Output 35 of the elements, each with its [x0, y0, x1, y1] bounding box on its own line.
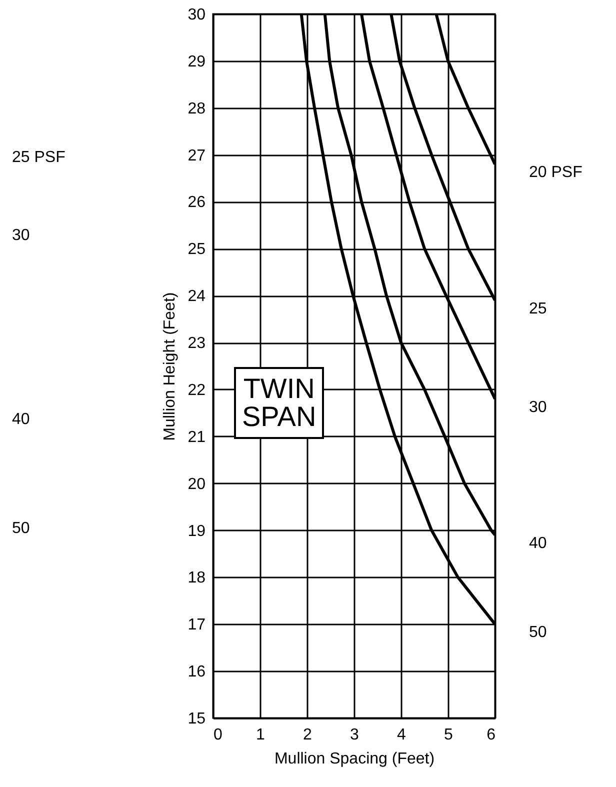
- y-tick-label: 27: [188, 147, 206, 164]
- y-tick-label: 22: [188, 382, 206, 399]
- y-tick-label: 18: [188, 570, 206, 587]
- y-tick-label: 30: [188, 6, 206, 24]
- y-tick-label: 24: [188, 288, 206, 306]
- y-tick-label: 20: [188, 476, 206, 493]
- y-tick-label: 29: [188, 53, 206, 70]
- x-tick-label: 6: [486, 726, 496, 744]
- text: 25: [529, 300, 547, 318]
- text: 20 PSF: [529, 164, 583, 182]
- y-tick-label: 26: [188, 194, 206, 212]
- y-tick-label: 21: [188, 428, 206, 446]
- y-tick-label: 17: [188, 616, 206, 634]
- y-axis-title: Mullion Height (Feet): [162, 292, 179, 441]
- text: 30: [529, 398, 547, 416]
- x-tick-label: 1: [256, 726, 266, 744]
- x-axis-title: Mullion Spacing (Feet): [274, 750, 435, 768]
- text: 50: [12, 520, 30, 537]
- text: 30: [12, 227, 30, 244]
- x-tick-label: 3: [350, 726, 360, 744]
- y-tick-label: 28: [188, 100, 206, 118]
- y-tick-label: 15: [188, 710, 206, 728]
- text: 40: [529, 534, 547, 552]
- y-tick-label: 25: [188, 241, 206, 258]
- x-tick-label: 0: [214, 726, 222, 744]
- text-box: TWIN SPAN: [234, 367, 324, 439]
- y-tick-label: 23: [188, 335, 206, 352]
- text: 25 PSF: [12, 149, 66, 166]
- x-tick-label: 2: [303, 726, 312, 744]
- text: 40: [12, 411, 30, 428]
- y-tick-label: 19: [188, 522, 206, 540]
- x-tick-label: 5: [444, 726, 454, 744]
- text: 50: [529, 624, 547, 642]
- x-tick-label: 4: [397, 726, 406, 744]
- y-tick-label: 16: [188, 664, 206, 681]
